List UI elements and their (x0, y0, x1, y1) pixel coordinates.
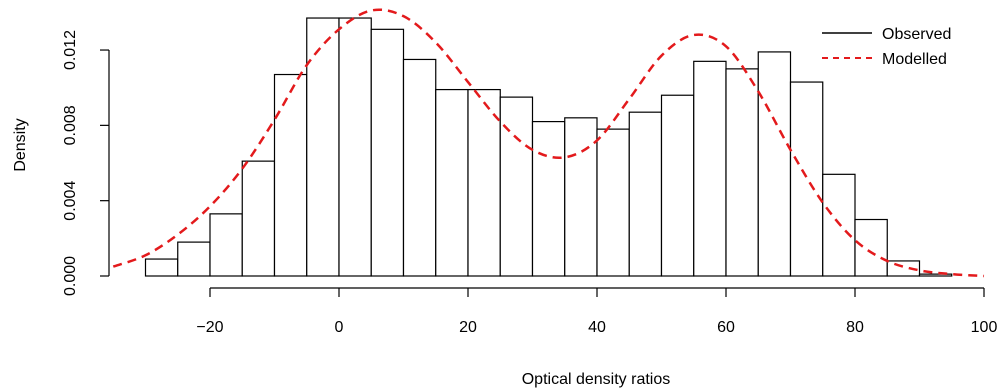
legend-label-observed: Observed (882, 26, 951, 43)
x-axis-title: Optical density ratios (522, 371, 671, 388)
histogram-bar-2 (209, 213, 243, 277)
histogram-bar-22 (854, 218, 888, 277)
histogram-bar-24 (918, 273, 953, 277)
modelled-density-curve (112, 8, 985, 278)
legend-label-modelled: Modelled (882, 51, 947, 68)
y-tick-label-1: 0.004 (62, 181, 79, 221)
y-tick-label-0: 0.000 (62, 256, 79, 296)
y-tick-label-3: 0.012 (62, 30, 79, 70)
x-tick-label-6: 100 (971, 319, 998, 336)
histogram-bar-0 (144, 258, 179, 277)
histogram-bar-14 (596, 128, 630, 277)
histogram-bar-12 (531, 120, 566, 277)
histogram-bar-3 (241, 160, 276, 277)
x-tick-label-2: 20 (459, 319, 477, 336)
histogram-bar-10 (467, 88, 501, 277)
histogram-bars (144, 17, 953, 277)
legend: Observed Modelled (822, 26, 951, 68)
histogram-bar-15 (628, 111, 663, 277)
histogram-bar-7 (370, 28, 405, 277)
histogram-bar-13 (564, 117, 598, 277)
x-tick-label-1: 0 (335, 319, 344, 336)
histogram-bar-18 (725, 68, 759, 277)
x-axis: −20 0 20 40 60 80 100 (196, 287, 998, 336)
x-tick-label-3: 40 (588, 319, 606, 336)
histogram-bar-20 (789, 81, 824, 277)
histogram-bar-5 (306, 17, 340, 277)
histogram-bar-6 (338, 17, 372, 277)
y-axis: 0.000 0.004 0.008 0.012 (62, 30, 110, 296)
histogram-bar-19 (757, 51, 792, 277)
histogram-bar-17 (693, 60, 727, 277)
x-tick-label-5: 80 (846, 319, 864, 336)
histogram-bar-11 (499, 96, 534, 277)
y-axis-title: Density (12, 118, 29, 171)
histogram-bar-4 (273, 73, 308, 277)
histogram-bar-16 (660, 94, 695, 277)
y-tick-label-2: 0.008 (62, 105, 79, 145)
histogram-bar-8 (402, 58, 437, 277)
histogram-bar-9 (435, 88, 469, 277)
histogram-bar-1 (177, 241, 211, 277)
x-tick-label-0: −20 (196, 319, 223, 336)
x-tick-label-4: 60 (717, 319, 735, 336)
